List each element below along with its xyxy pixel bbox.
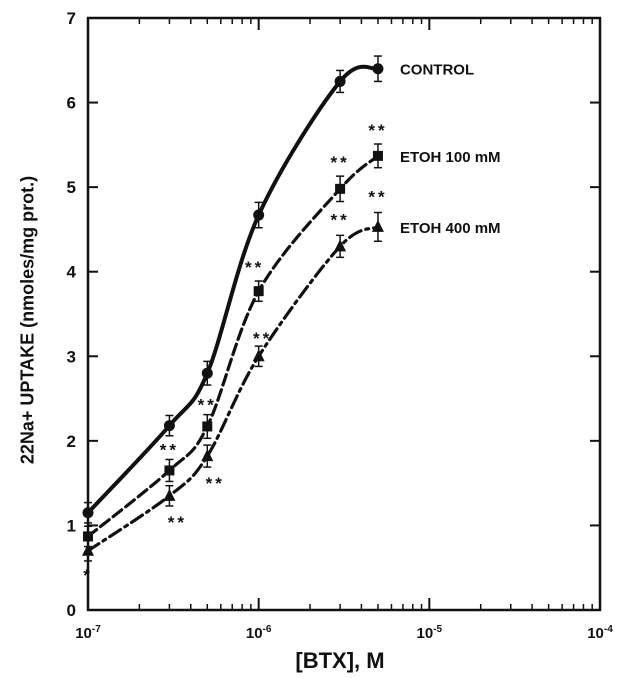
data-point-etoh-100-mm [83,531,93,542]
y-tick-label: 3 [67,347,76,366]
significance-marker: * [83,566,93,585]
series-label-control: CONTROL [400,62,474,79]
x-tick-label: 10-6 [246,624,272,642]
significance-marker: ** [368,188,387,207]
x-tick-label: 10-5 [417,624,443,642]
x-tick-label: 10-4 [587,624,613,642]
data-point-etoh-400-mm [334,239,347,252]
data-point-control [334,75,346,87]
data-point-etoh-400-mm [82,543,94,556]
data-point-etoh-100-mm [335,183,346,194]
data-point-control [163,420,175,432]
significance-marker: ** [368,121,387,140]
data-point-control [372,63,384,75]
y-tick-label: 7 [67,9,76,28]
significance-marker: ** [168,513,187,532]
y-tick-label: 5 [67,178,76,197]
x-axis-label: [BTX], M [295,648,385,673]
data-point-etoh-400-mm [252,349,265,362]
x-tick-label: 10-7 [75,624,101,642]
data-point-etoh-400-mm [163,488,176,501]
y-tick-label: 1 [67,516,76,535]
significance-marker: ** [198,396,217,415]
series-line-control [86,64,380,515]
data-point-control [201,367,213,379]
series-label-etoh-400-mm: ETOH 400 mM [400,220,501,237]
data-point-control [253,209,265,221]
data-point-etoh-100-mm [253,286,264,297]
data-point-control [82,507,94,519]
data-point-etoh-100-mm [372,150,383,161]
y-tick-label: 2 [67,432,76,451]
series-label-etoh-100-mm: ETOH 100 mM [400,149,501,166]
data-point-etoh-400-mm [371,219,384,232]
data-point-etoh-400-mm [201,449,214,462]
significance-marker: ** [330,210,349,229]
y-tick-label: 4 [67,263,77,282]
data-point-etoh-100-mm [202,421,213,432]
data-point-etoh-100-mm [164,465,175,476]
y-tick-label: 6 [67,94,76,113]
y-axis-label: 22Na+ UPTAKE (nmoles/mg prot.) [17,175,38,465]
significance-marker: ** [206,474,225,493]
significance-marker: ** [330,153,349,172]
y-tick-label: 0 [67,601,76,620]
significance-marker: ** [253,329,272,348]
significance-marker: ** [245,258,264,277]
significance-marker: ** [160,440,179,459]
plot-frame [86,16,602,612]
